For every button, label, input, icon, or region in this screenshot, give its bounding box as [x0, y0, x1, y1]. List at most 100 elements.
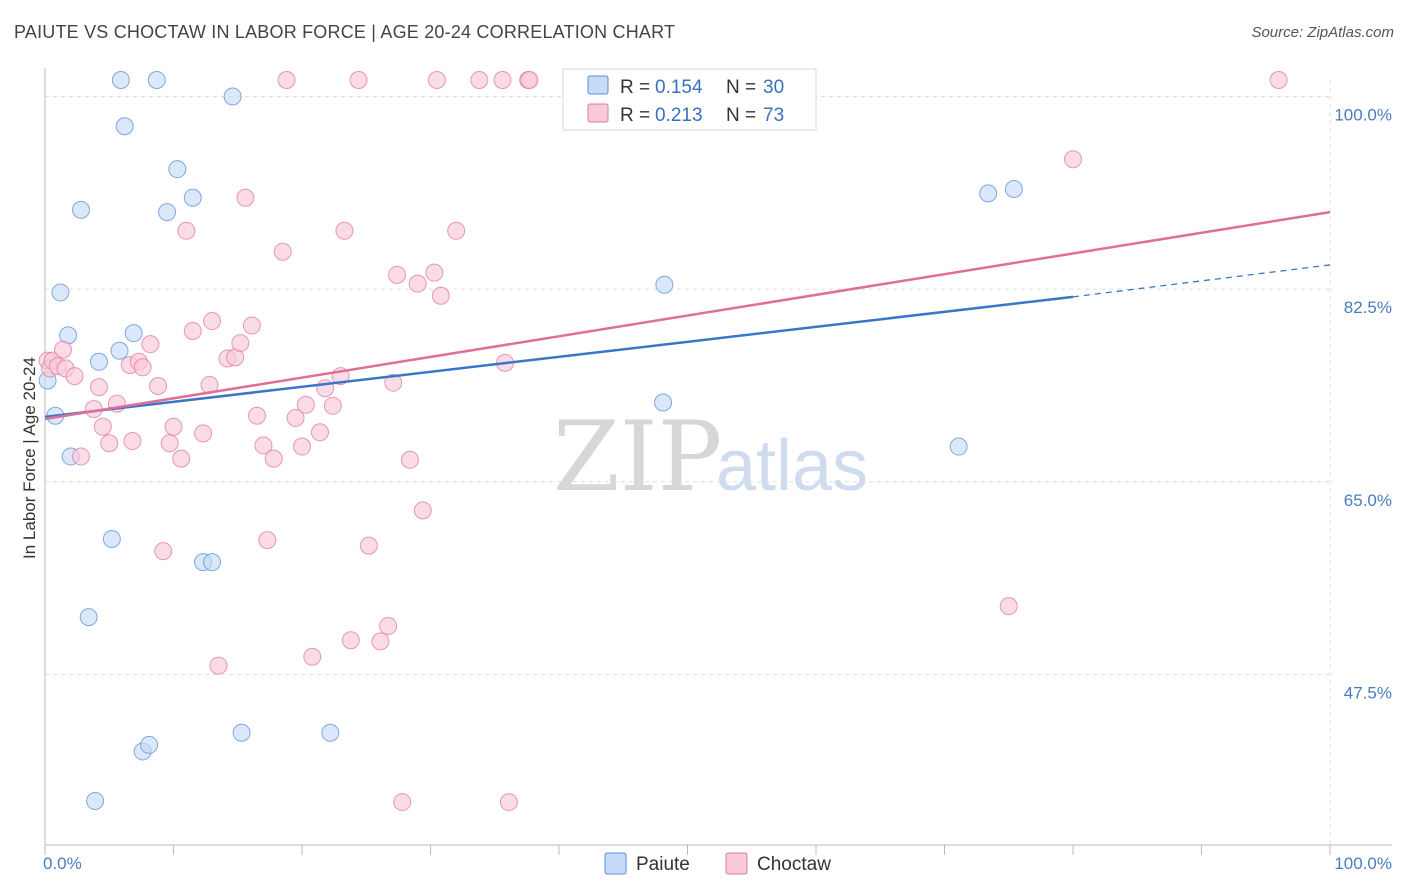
choctaw-point — [93, 417, 112, 436]
y-tick-label: 100.0% — [1334, 106, 1392, 125]
series-legend-swatch-paiute — [604, 852, 627, 875]
paiute-point — [183, 188, 202, 207]
choctaw-point — [133, 358, 152, 377]
legend-n-label: N = — [726, 105, 756, 126]
legend-swatch-paiute — [587, 75, 609, 95]
choctaw-point — [231, 334, 250, 353]
x-tick-label: 0.0% — [43, 854, 82, 873]
paiute-point — [655, 275, 674, 294]
choctaw-point — [388, 265, 407, 284]
series-legend-label-choctaw: Choctaw — [757, 854, 831, 875]
paiute-point — [124, 324, 143, 343]
legend-r-value: 0.154 — [655, 77, 703, 98]
choctaw-point — [427, 71, 446, 89]
paiute-point — [654, 393, 673, 412]
choctaw-point — [209, 656, 228, 675]
choctaw-point — [258, 531, 277, 550]
series-legend-label-paiute: Paiute — [636, 854, 690, 875]
legend-n-value: 73 — [763, 105, 784, 126]
legend-n-label: N = — [726, 77, 756, 98]
choctaw-point — [236, 188, 255, 207]
choctaw-point — [371, 632, 390, 651]
watermark-atlas: atlas — [716, 426, 868, 506]
choctaw-point — [408, 274, 427, 293]
choctaw-point — [172, 449, 191, 468]
choctaw-point — [470, 71, 489, 89]
paiute-point — [1004, 179, 1023, 198]
paiute-point — [86, 791, 105, 810]
choctaw-point — [100, 434, 119, 453]
paiute-point — [203, 553, 222, 572]
paiute-point — [949, 437, 968, 456]
choctaw-point — [1269, 71, 1288, 89]
choctaw-point — [277, 71, 296, 89]
paiute-point — [232, 723, 251, 742]
choctaw-point — [164, 417, 183, 436]
paiute-point — [102, 530, 121, 548]
choctaw-point — [379, 616, 398, 635]
choctaw-point — [431, 286, 450, 305]
choctaw-point — [1064, 150, 1082, 169]
choctaw-point — [520, 71, 539, 89]
choctaw-point — [273, 242, 292, 261]
choctaw-point — [203, 312, 222, 331]
choctaw-point — [123, 432, 142, 451]
choctaw-point — [242, 316, 261, 335]
data-points — [38, 71, 1288, 812]
y-axis-label: In Labor Force | Age 20-24 — [20, 357, 39, 559]
legend-r-label: R = — [620, 105, 650, 126]
source-label: Source: ZipAtlas.com — [1251, 24, 1394, 41]
choctaw-point — [53, 340, 72, 359]
paiute-point — [79, 608, 98, 627]
choctaw-point — [359, 536, 378, 555]
choctaw-point — [264, 449, 283, 468]
y-tick-label: 82.5% — [1344, 298, 1392, 317]
paiute-point — [321, 723, 340, 742]
legend-r-value: 0.213 — [655, 105, 703, 126]
choctaw-point — [384, 373, 403, 392]
choctaw-point — [499, 793, 518, 812]
choctaw-point — [310, 423, 329, 442]
x-tick-labels: 0.0% 100.0% — [43, 854, 1392, 873]
choctaw-point — [296, 395, 315, 414]
x-tick-label: 100.0% — [1334, 854, 1392, 873]
choctaw-point — [341, 631, 360, 650]
paiute-point — [147, 71, 166, 89]
choctaw-point — [286, 408, 305, 427]
choctaw-point — [177, 221, 196, 240]
choctaw-point — [71, 447, 90, 466]
choctaw-trend-line — [44, 210, 1331, 421]
choctaw-point — [254, 436, 273, 455]
choctaw-point — [154, 542, 173, 561]
chart-title: PAIUTE VS CHOCTAW IN LABOR FORCE | AGE 2… — [14, 22, 676, 42]
paiute-point — [158, 203, 177, 222]
legend-n-value: 30 — [763, 77, 784, 98]
paiute-point — [979, 184, 998, 203]
choctaw-point — [194, 424, 213, 443]
choctaw-point — [393, 793, 412, 812]
watermark: ZIP atlas — [553, 401, 868, 513]
choctaw-point — [293, 437, 311, 456]
choctaw-point — [65, 367, 84, 386]
choctaw-point — [149, 377, 168, 395]
choctaw-point — [413, 501, 432, 520]
y-tick-label: 65.0% — [1344, 491, 1392, 510]
choctaw-point — [335, 221, 354, 240]
series-legend: Paiute Choctaw — [604, 852, 831, 875]
watermark-zip: ZIP — [553, 401, 722, 513]
stats-legend: R = 0.154 N = 30 R = 0.213 N = 73 — [562, 68, 817, 131]
trend-lines — [44, 210, 1331, 421]
choctaw-point — [999, 597, 1018, 616]
paiute-point — [89, 352, 108, 371]
paiute-point — [71, 200, 90, 219]
choctaw-point — [425, 263, 444, 282]
paiute-point — [140, 735, 159, 754]
y-tick-labels: 100.0% 82.5% 65.0% 47.5% — [1334, 106, 1392, 703]
paiute-trend-extension — [1072, 264, 1331, 298]
paiute-point — [223, 87, 242, 106]
choctaw-point — [160, 434, 179, 453]
choctaw-point — [303, 647, 322, 666]
legend-swatch-choctaw — [587, 103, 609, 123]
choctaw-point — [248, 406, 267, 425]
